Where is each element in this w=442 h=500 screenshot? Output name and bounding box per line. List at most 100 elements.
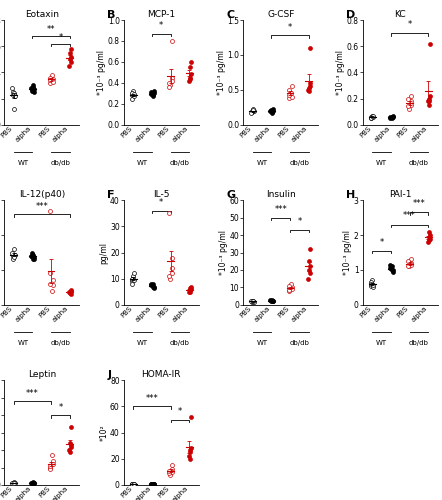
Point xyxy=(389,266,396,274)
Point xyxy=(31,256,38,264)
Text: C: C xyxy=(227,10,235,20)
Point xyxy=(248,298,255,306)
Point xyxy=(426,94,433,102)
Point xyxy=(166,274,173,282)
Point xyxy=(407,92,414,100)
Point xyxy=(66,62,73,70)
Point xyxy=(47,464,54,471)
Point xyxy=(68,441,75,449)
Point xyxy=(130,272,137,280)
Point xyxy=(129,278,136,285)
Text: db/db: db/db xyxy=(290,340,309,346)
Point xyxy=(186,288,193,296)
Title: Insulin: Insulin xyxy=(266,190,296,200)
Point xyxy=(50,460,57,468)
Point xyxy=(248,108,255,116)
Point xyxy=(185,76,192,84)
Point xyxy=(150,282,157,290)
Text: WT: WT xyxy=(137,340,148,346)
Point xyxy=(49,452,56,460)
Point xyxy=(67,56,74,64)
Point xyxy=(248,109,255,117)
Point xyxy=(148,88,155,96)
Point xyxy=(185,452,192,460)
Point xyxy=(28,86,35,94)
Point xyxy=(148,480,155,488)
Point xyxy=(130,480,137,488)
Point xyxy=(30,479,37,487)
Text: ***: *** xyxy=(274,205,287,214)
Point xyxy=(67,290,74,298)
Point xyxy=(250,108,257,116)
Point xyxy=(248,298,255,306)
Point xyxy=(368,282,375,290)
Text: WT: WT xyxy=(376,340,387,346)
Point xyxy=(9,88,16,96)
Point xyxy=(46,280,53,288)
Point xyxy=(49,71,56,79)
Text: db/db: db/db xyxy=(170,160,190,166)
Title: KC: KC xyxy=(394,10,406,19)
Point xyxy=(250,106,257,114)
Point xyxy=(47,79,54,87)
Point xyxy=(46,206,53,214)
Point xyxy=(66,446,73,454)
Point xyxy=(68,287,75,295)
Point xyxy=(147,281,154,289)
Point xyxy=(31,88,38,96)
Text: B: B xyxy=(107,10,116,20)
Text: ***: *** xyxy=(145,394,158,402)
Point xyxy=(408,260,415,268)
Point xyxy=(267,296,274,304)
Text: WT: WT xyxy=(18,160,29,166)
Y-axis label: *10⁻³ pg/ml: *10⁻³ pg/ml xyxy=(343,230,352,275)
Point xyxy=(270,106,277,114)
Point xyxy=(11,480,19,488)
Point xyxy=(67,439,74,447)
Point xyxy=(129,480,136,488)
Point xyxy=(288,82,295,90)
Point xyxy=(270,296,277,304)
Point xyxy=(8,479,15,487)
Text: *: * xyxy=(159,22,164,30)
Point xyxy=(288,90,295,98)
Text: *: * xyxy=(178,406,182,416)
Point xyxy=(30,479,38,487)
Y-axis label: *10²: *10² xyxy=(99,424,109,441)
Point xyxy=(46,466,53,473)
Point xyxy=(148,280,155,288)
Point xyxy=(128,480,135,488)
Point xyxy=(128,90,135,98)
Point xyxy=(28,252,35,260)
Point xyxy=(9,480,16,488)
Point xyxy=(424,238,431,246)
Title: PAI-1: PAI-1 xyxy=(389,190,412,200)
Point xyxy=(387,260,394,268)
Text: db/db: db/db xyxy=(170,340,190,346)
Point xyxy=(147,480,154,488)
Point xyxy=(166,469,173,477)
Text: *: * xyxy=(58,32,63,42)
Point xyxy=(149,92,156,100)
Point xyxy=(68,424,75,432)
Point xyxy=(28,478,35,486)
Point xyxy=(169,37,176,45)
Text: H: H xyxy=(347,190,356,200)
Point xyxy=(267,106,274,114)
Point xyxy=(30,478,37,486)
Point xyxy=(288,285,295,293)
Point xyxy=(30,250,37,258)
Point xyxy=(187,282,194,290)
Point xyxy=(150,87,157,95)
Point xyxy=(130,87,137,95)
Point xyxy=(425,101,432,109)
Point xyxy=(389,113,396,121)
Point xyxy=(368,278,375,286)
Point xyxy=(367,280,374,288)
Point xyxy=(267,296,274,304)
Point xyxy=(67,289,74,297)
Point xyxy=(408,259,415,267)
Point xyxy=(49,75,56,83)
Point xyxy=(186,63,193,71)
Point xyxy=(11,254,18,262)
